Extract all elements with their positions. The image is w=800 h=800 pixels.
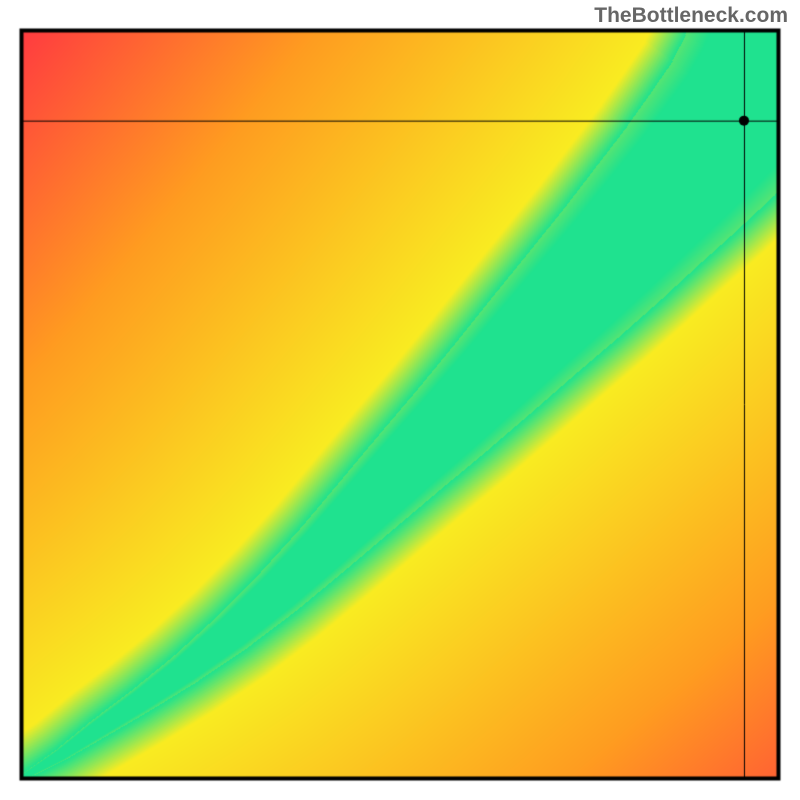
bottleneck-heatmap (0, 0, 800, 800)
watermark-label: TheBottleneck.com (594, 4, 788, 28)
chart-container: TheBottleneck.com (0, 0, 800, 800)
